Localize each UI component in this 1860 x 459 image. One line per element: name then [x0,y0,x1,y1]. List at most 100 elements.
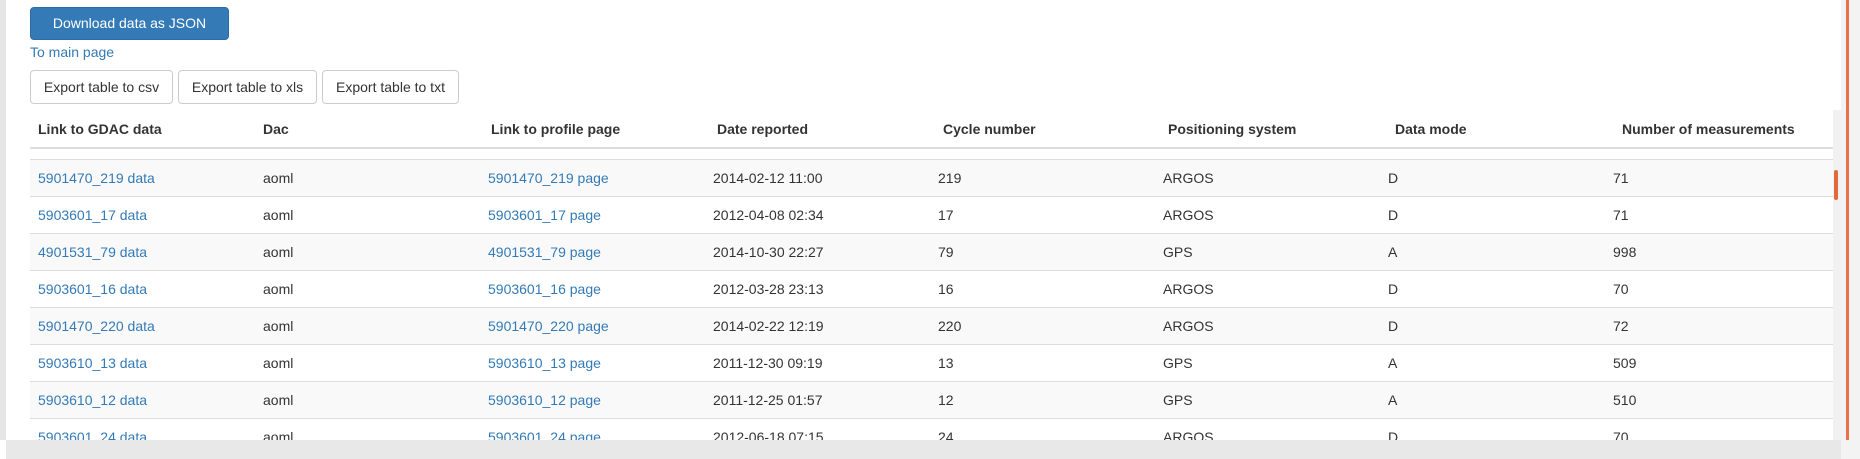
data-mode-cell: D [1388,318,1399,334]
profile-page-link[interactable]: 5903601_16 page [488,281,601,297]
table-row: 4901531_79 data aoml 4901531_79 page 2014-1… [30,234,1833,271]
dac-cell: aoml [263,355,294,371]
cycle-number-cell: 12 [938,392,954,408]
profiles-table: Link to GDAC data Dac Link to profile pa… [30,110,1833,440]
gdac-data-link[interactable]: 5903601_16 data [38,281,147,297]
gdac-data-link[interactable]: 5901470_219 data [38,170,155,186]
data-mode-cell: A [1388,244,1398,260]
column-header[interactable]: Date reported [717,121,809,137]
positioning-system-cell: GPS [1163,355,1193,371]
table-row: 5901470_220 data aoml 5901470_220 page 2014… [30,308,1833,345]
data-mode-cell: A [1388,392,1398,408]
profile-page-link[interactable]: 5903610_12 page [488,392,601,408]
profile-page-link: 5901470_219 page [488,160,609,196]
table-body: 5903601_18 data 5903601_18 page 5901470_… [30,149,1833,440]
gdac-data-link: 5903610_13 data [38,345,147,381]
column-header[interactable]: Dac [263,121,289,137]
dac-cell: aoml [263,281,294,297]
gdac-data-link: 5903601_16 data [38,271,147,307]
gdac-data-link: 5903610_12 data [38,382,147,418]
page-left-gutter [0,0,6,440]
gdac-data-link: 5903601_24 data [38,419,147,440]
column-header[interactable]: Positioning system [1168,121,1297,137]
gdac-data-link: 5901470_219 data [38,160,155,196]
window-right-accent [1846,0,1849,440]
column-header[interactable]: Link to GDAC data [38,121,162,137]
data-mode-cell: D [1388,170,1399,186]
measurements-cell: 70 [1613,429,1629,440]
column-header[interactable]: Cycle number [943,121,1036,137]
cycle-number-cell: 13 [938,355,954,371]
positioning-system-cell: GPS [1163,392,1193,408]
gdac-data-link[interactable]: 5903601_24 data [38,429,147,440]
gdac-data-link[interactable]: 5901470_220 data [38,318,155,334]
dac-cell: aoml [263,392,294,408]
dac-cell: aoml [263,244,294,260]
vertical-scrollbar[interactable] [1833,110,1841,440]
profile-page-link: 5903601_24 page [488,419,601,440]
dac-cell: aoml [263,318,294,334]
profile-page-link[interactable]: 5903610_13 page [488,355,601,371]
scrollbar-thumb[interactable] [1834,170,1838,200]
positioning-system-cell: ARGOS [1163,281,1214,297]
gdac-data-link[interactable]: 4901531_79 data [38,244,147,260]
profile-page-link: 5903601_16 page [488,271,601,307]
gdac-data-link: 5903601_17 data [38,197,147,233]
main-page-link[interactable]: To main page [30,44,115,60]
cycle-number-cell: 17 [938,207,954,223]
measurements-cell: 510 [1613,392,1637,408]
export-txt-button[interactable]: Export table to txt [322,70,459,104]
table-header: Link to GDAC data Dac Link to profile pa… [30,110,1833,149]
measurements-cell: 71 [1613,170,1629,186]
column-header[interactable]: Data mode [1395,121,1467,137]
column-header[interactable]: Number of measurements [1622,121,1795,137]
window-right-gutter [1841,0,1860,459]
measurements-cell: 998 [1613,244,1637,260]
measurements-cell: 72 [1613,318,1629,334]
data-mode-cell: A [1388,355,1398,371]
measurements-cell: 509 [1613,355,1637,371]
cycle-number-cell: 24 [938,429,954,440]
table-row: 5903610_13 data aoml 5903610_13 page 2011-1… [30,345,1833,382]
positioning-system-cell: ARGOS [1163,170,1214,186]
export-csv-button[interactable]: Export table to csv [30,70,173,104]
gdac-data-link[interactable]: 5903610_12 data [38,392,147,408]
positioning-system-cell: GPS [1163,244,1193,260]
export-xls-button[interactable]: Export table to xls [178,70,317,104]
dac-cell: aoml [263,429,294,440]
positioning-system-cell: ARGOS [1163,429,1214,440]
date-reported-cell: 2014-10-30 22:27 [713,244,824,260]
profile-page-link[interactable]: 5901470_220 page [488,318,609,334]
profile-page-link: 5903610_13 page [488,345,601,381]
date-reported-cell: 2011-12-25 01:57 [713,392,823,408]
table-row: 5903601_16 data aoml 5903601_16 page 2012-0… [30,271,1833,308]
profile-page-link[interactable]: 4901531_79 page [488,244,601,260]
table-row: 5901470_219 data aoml 5901470_219 page 2014… [30,160,1833,197]
date-reported-cell: 2012-03-28 23:13 [713,281,824,297]
profile-page-link[interactable]: 5901470_219 page [488,170,609,186]
date-reported-cell: 2014-02-22 12:19 [713,318,824,334]
data-mode-cell: D [1388,281,1399,297]
gdac-data-link[interactable]: 5903601_17 data [38,207,147,223]
column-header[interactable]: Link to profile page [491,121,621,137]
dac-cell: aoml [263,207,294,223]
cycle-number-cell: 16 [938,281,954,297]
horizontal-scrollbar[interactable] [6,440,1841,459]
cycle-number-cell: 79 [938,244,954,260]
gdac-data-link[interactable]: 5903610_13 data [38,355,147,371]
data-mode-cell: D [1388,207,1399,223]
date-reported-cell: 2011-12-30 09:19 [713,355,823,371]
positioning-system-cell: ARGOS [1163,207,1214,223]
cycle-number-cell: 219 [938,170,962,186]
profile-page-link[interactable]: 5903601_24 page [488,429,601,440]
gdac-data-link: 5901470_220 data [38,308,155,344]
measurements-cell: 70 [1613,281,1629,297]
table-row: 5903601_24 data aoml 5903601_24 page 2012-0… [30,419,1833,440]
table-row: 5903601_18 data 5903601_18 page [30,149,1833,160]
table-row: 5903610_12 data aoml 5903610_12 page 2011-1… [30,382,1833,419]
date-reported-cell: 2014-02-12 11:00 [713,170,823,186]
download-json-button[interactable]: Download data as JSON [30,7,229,40]
profile-page-link[interactable]: 5903601_17 page [488,207,601,223]
profile-page-link: 5901470_220 page [488,308,609,344]
profile-page-link: 4901531_79 page [488,234,601,270]
